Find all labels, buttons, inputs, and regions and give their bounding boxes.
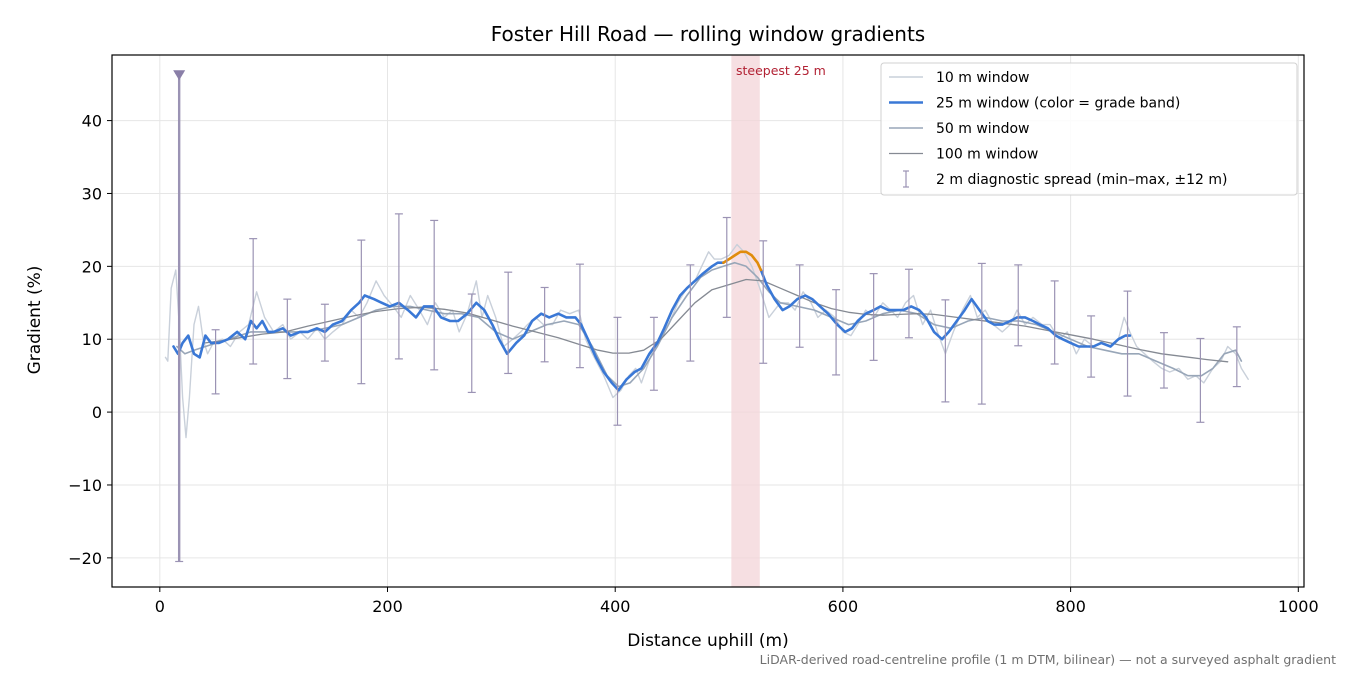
x-tick-label-2: 400 [600,597,631,616]
x-tick-label-1: 200 [372,597,403,616]
series-line-w25_steep-2 [722,250,763,272]
y-tick-label-4: 20 [82,257,102,276]
y-tick-label-6: 40 [82,112,102,131]
legend: 10 m window 25 m window (color = grade ba… [880,62,1298,196]
axes-frame [111,54,1305,588]
legend-label-0: 10 m window [936,70,1029,86]
steepest-band-label: steepest 25 m [736,63,826,78]
x-tick-label-4: 800 [1055,597,1086,616]
y-tick-label-5: 30 [82,184,102,203]
legend-label-3: 100 m window [936,147,1038,163]
y-axis-label: Gradient (%) [25,266,45,375]
steepest-band [731,55,760,587]
chart-title: Foster Hill Road — rolling window gradie… [491,22,925,46]
y-tick-label-0: −20 [68,549,102,568]
series-line-w25-1 [172,261,725,392]
x-axis-label: Distance uphill (m) [627,631,788,651]
y-tick-label-1: −10 [68,476,102,495]
errorbar-layer [173,70,1241,563]
legend-label-2: 50 m window [936,121,1029,137]
y-tick-label-3: 10 [82,330,102,349]
y-tick-label-2: 0 [92,403,102,422]
x-tick-label-0: 0 [155,597,165,616]
tick-labels: 0 200 400 600 800 1000 −20 −10 0 10 20 30 40 [68,112,1318,616]
axes-border [111,54,1305,588]
legend-label-1: 25 m window (color = grade band) [936,96,1180,112]
x-tick-label-5: 1000 [1278,597,1319,616]
steepest-band-rect [731,55,760,587]
clipped-marker-icon [173,70,186,81]
x-tick-label-3: 600 [828,597,859,616]
footnote: LiDAR-derived road-centreline profile (1… [760,652,1336,667]
legend-box [880,62,1298,196]
series-line-w100-5 [204,278,1229,363]
legend-label-4: 2 m diagnostic spread (min–max, ±12 m) [936,172,1227,188]
